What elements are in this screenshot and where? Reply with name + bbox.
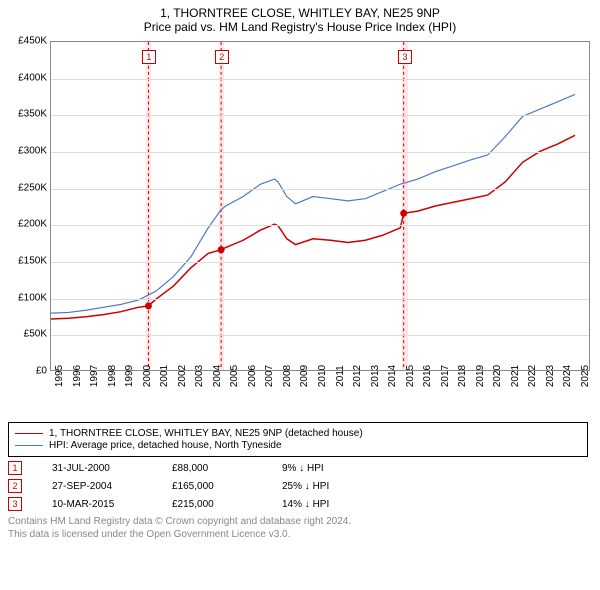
x-axis-label: 2003 [194, 365, 205, 387]
x-axis-label: 2019 [475, 365, 486, 387]
gridline [51, 152, 589, 153]
transactions-table: 1 31-JUL-2000 £88,000 9% ↓ HPI 2 27-SEP-2004 £… [8, 461, 592, 511]
transaction-point [145, 302, 152, 309]
transaction-marker: 3 [398, 50, 412, 64]
transaction-date: 10-MAR-2015 [52, 499, 142, 510]
gridline [51, 189, 589, 190]
y-axis-label: £0 [36, 366, 47, 377]
transaction-date: 31-JUL-2000 [52, 463, 142, 474]
y-axis-label: £100K [18, 292, 47, 303]
x-axis-label: 2007 [264, 365, 275, 387]
x-axis-label: 1997 [89, 365, 100, 387]
gridline [51, 225, 589, 226]
x-axis-label: 2022 [527, 365, 538, 387]
x-axis-label: 2023 [545, 365, 556, 387]
x-axis-label: 2014 [387, 365, 398, 387]
chart-svg [51, 42, 589, 370]
y-axis-label: £250K [18, 182, 47, 193]
x-axis-label: 1999 [124, 365, 135, 387]
series-property [51, 135, 575, 319]
series-hpi [51, 94, 575, 313]
footer-line2: This data is licensed under the Open Gov… [8, 528, 592, 541]
chart-subtitle: Price paid vs. HM Land Registry's House … [0, 20, 600, 34]
y-axis-label: £350K [18, 109, 47, 120]
transaction-price: £165,000 [172, 481, 252, 492]
transaction-price: £215,000 [172, 499, 252, 510]
transaction-point [400, 210, 407, 217]
y-axis-label: £450K [18, 36, 47, 47]
legend-label: HPI: Average price, detached house, Nort… [49, 440, 282, 451]
transaction-row: 1 31-JUL-2000 £88,000 9% ↓ HPI [8, 461, 592, 475]
x-axis-label: 2009 [299, 365, 310, 387]
chart-header: 1, THORNTREE CLOSE, WHITLEY BAY, NE25 9N… [0, 0, 600, 36]
transaction-date: 27-SEP-2004 [52, 481, 142, 492]
x-axis-label: 2000 [142, 365, 153, 387]
gridline [51, 262, 589, 263]
legend: 1, THORNTREE CLOSE, WHITLEY BAY, NE25 9N… [8, 422, 588, 457]
footer-attribution: Contains HM Land Registry data © Crown c… [8, 515, 592, 541]
x-axis-label: 2011 [335, 365, 346, 387]
y-axis-label: £150K [18, 256, 47, 267]
x-axis-label: 2025 [580, 365, 591, 387]
x-axis-label: 2004 [212, 365, 223, 387]
transaction-number: 3 [8, 497, 22, 511]
x-axis-label: 1996 [72, 365, 83, 387]
transaction-price: £88,000 [172, 463, 252, 474]
x-axis-label: 2013 [370, 365, 381, 387]
x-axis-label: 1995 [54, 365, 65, 387]
x-axis-label: 2018 [457, 365, 468, 387]
gridline [51, 115, 589, 116]
x-axis-label: 2005 [229, 365, 240, 387]
transaction-marker: 2 [215, 50, 229, 64]
x-axis-label: 2001 [159, 365, 170, 387]
x-axis-label: 2002 [177, 365, 188, 387]
legend-label: 1, THORNTREE CLOSE, WHITLEY BAY, NE25 9N… [49, 428, 363, 439]
transaction-point [218, 246, 225, 253]
transaction-row: 3 10-MAR-2015 £215,000 14% ↓ HPI [8, 497, 592, 511]
transaction-row: 2 27-SEP-2004 £165,000 25% ↓ HPI [8, 479, 592, 493]
y-axis-label: £400K [18, 72, 47, 83]
x-axis-label: 2017 [440, 365, 451, 387]
x-axis-label: 2021 [510, 365, 521, 387]
x-axis-label: 2006 [247, 365, 258, 387]
transaction-diff: 25% ↓ HPI [282, 481, 362, 492]
legend-swatch [15, 445, 43, 446]
x-axis-label: 2015 [405, 365, 416, 387]
transaction-number: 1 [8, 461, 22, 475]
x-axis-label: 2010 [317, 365, 328, 387]
x-axis-label: 2020 [492, 365, 503, 387]
plot-area: 1 2 3 [50, 41, 590, 371]
legend-item: 1, THORNTREE CLOSE, WHITLEY BAY, NE25 9N… [15, 428, 581, 439]
x-axis-label: 2008 [282, 365, 293, 387]
gridline [51, 79, 589, 80]
y-axis-label: £50K [24, 329, 47, 340]
y-axis-label: £300K [18, 146, 47, 157]
x-axis-label: 1998 [107, 365, 118, 387]
footer-line1: Contains HM Land Registry data © Crown c… [8, 515, 592, 528]
gridline [51, 335, 589, 336]
transaction-diff: 9% ↓ HPI [282, 463, 362, 474]
transaction-marker: 1 [142, 50, 156, 64]
chart-title: 1, THORNTREE CLOSE, WHITLEY BAY, NE25 9N… [0, 6, 600, 20]
x-axis-label: 2016 [422, 365, 433, 387]
chart-area: 123 £0£50K£100K£150K£200K£250K£300K£350K… [32, 36, 597, 416]
transaction-diff: 14% ↓ HPI [282, 499, 362, 510]
legend-item: HPI: Average price, detached house, Nort… [15, 440, 581, 451]
x-axis-label: 2012 [352, 365, 363, 387]
x-axis-label: 2024 [562, 365, 573, 387]
gridline [51, 299, 589, 300]
transaction-number: 2 [8, 479, 22, 493]
legend-swatch [15, 433, 43, 434]
y-axis-label: £200K [18, 219, 47, 230]
